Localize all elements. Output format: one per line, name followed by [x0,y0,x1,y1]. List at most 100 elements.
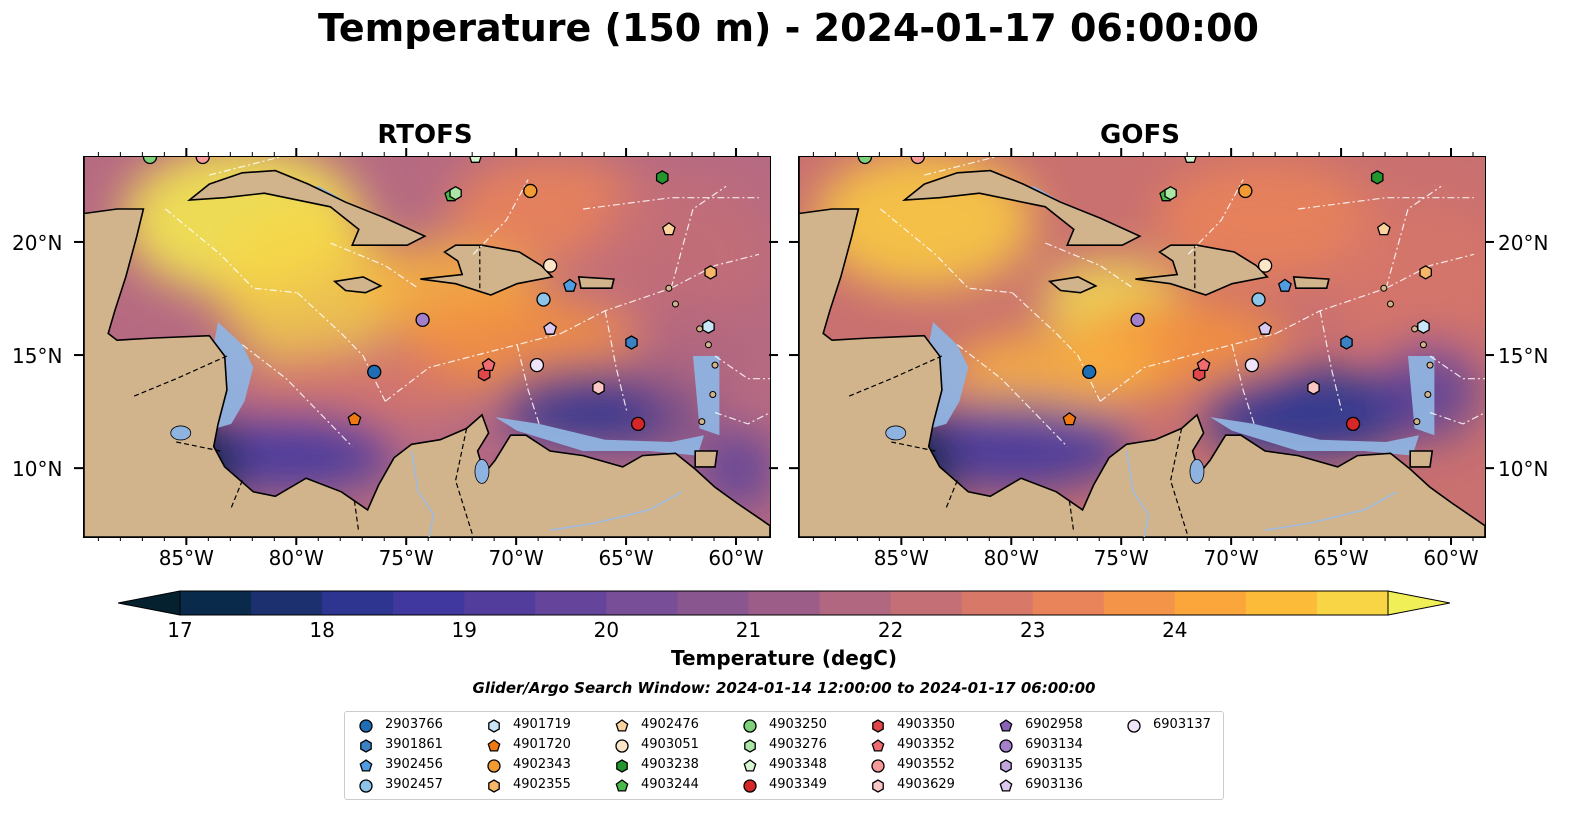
float-4903349[interactable] [1345,416,1361,432]
float-6903137[interactable] [529,357,545,373]
float-2903766[interactable] [1082,364,1097,380]
float-4903348[interactable] [1184,157,1197,163]
lat-label-right-10: 10°N [1498,457,1549,481]
float-2903766[interactable] [367,364,382,380]
float-4901719[interactable] [1417,319,1430,334]
legend-marker-4903276[interactable] [744,739,756,753]
float-4902355[interactable] [704,265,717,280]
panel-title-gofs: GOFS [1100,120,1180,150]
float-3902457[interactable] [536,292,551,307]
float-4903276[interactable] [1164,185,1177,201]
lon-label-rtofs-85°W: 85°W [158,546,214,570]
lat-label-left-15: 15°N [12,344,63,368]
legend-marker-hexagon-icon [616,759,628,773]
float-4902343[interactable] [523,183,538,199]
float-4902476[interactable] [1376,222,1391,236]
legend-marker-4903238[interactable] [616,759,628,773]
legend-marker-3902456[interactable] [359,759,373,772]
legend-marker-circle-icon [743,719,757,733]
legend-marker-circle-icon [1127,719,1141,733]
legend-label: 6903134 [1025,737,1083,752]
panel-title-rtofs: RTOFS [377,120,473,150]
float-6903134[interactable] [1130,312,1145,328]
legend-marker-6903137[interactable] [1127,719,1141,733]
legend-marker-6903134[interactable] [999,739,1013,753]
float-4903552[interactable] [195,157,210,165]
float-3901861[interactable] [625,335,638,350]
legend-marker-6903136[interactable] [999,779,1013,792]
float-4903250[interactable] [142,157,158,165]
legend-marker-4903629[interactable] [872,779,884,793]
float-3902457[interactable] [1251,292,1266,307]
legend-marker-4901719[interactable] [488,719,500,733]
float-4903051[interactable] [1257,258,1273,273]
float-4903352[interactable] [481,357,496,372]
float-4903051[interactable] [542,258,558,273]
legend-label: 4901720 [513,737,571,752]
float-6903137[interactable] [1244,357,1260,373]
legend-marker-4903552[interactable] [871,759,885,773]
lon-label-rtofs-75°W: 75°W [378,546,434,570]
land-puertorico [1292,276,1330,289]
legend-marker-4903244[interactable] [615,779,629,792]
float-4902343[interactable] [1238,183,1253,199]
legend-marker-4901720[interactable] [487,739,501,752]
legend-marker-3901861[interactable] [360,739,372,753]
float-4901719[interactable] [702,319,715,334]
lon-label-gofs-80°W: 80°W [983,546,1039,570]
legend-marker-6902958[interactable] [999,719,1013,732]
colorbar-tick-23: 23 [1019,618,1046,642]
legend-marker-4903349[interactable] [743,779,757,793]
colorbar-tick-19: 19 [451,618,477,642]
lat-label-left-20: 20°N [12,231,63,255]
float-4903238[interactable] [655,170,669,185]
map-panel-gofs[interactable] [798,156,1486,538]
map-panel-rtofs[interactable] [83,156,771,538]
float-4901720[interactable] [347,412,362,426]
float-4903349[interactable] [630,416,646,432]
legend-marker-4902355[interactable] [488,779,500,793]
legend-marker-4903250[interactable] [743,719,757,733]
float-legend: 2903766 3901861 3902456 3902457 4901719 49017… [344,711,1224,800]
lat-label-left-10: 10°N [12,457,63,481]
legend-marker-2903766[interactable] [359,719,373,733]
float-4903629[interactable] [592,380,605,395]
legend-marker-hexagon-icon [872,779,884,793]
land-mainland [84,157,770,537]
legend-marker-3902457[interactable] [359,779,373,793]
legend-marker-circle-icon [359,719,373,733]
legend-marker-4903348[interactable] [743,759,757,772]
float-4903552[interactable] [910,157,925,165]
legend-marker-6903135[interactable] [1000,759,1012,773]
float-4903629[interactable] [1307,380,1320,395]
float-4903352[interactable] [1196,357,1211,372]
float-4903348[interactable] [469,157,482,163]
legend-marker-circle-icon [743,779,757,793]
lon-label-rtofs-70°W: 70°W [488,546,544,570]
float-4903238[interactable] [1370,170,1384,185]
lon-label-rtofs-80°W: 80°W [268,546,324,570]
float-6903136[interactable] [1258,321,1273,335]
legend-marker-4903051[interactable] [615,739,629,753]
legend-label: 4903350 [897,717,955,732]
legend-marker-4903352[interactable] [871,739,885,752]
float-4902476[interactable] [661,222,676,236]
float-3902456[interactable] [1277,278,1292,292]
float-4903250[interactable] [857,157,873,165]
float-4902355[interactable] [1419,265,1432,280]
float-4903276[interactable] [449,185,462,201]
legend-marker-4902476[interactable] [615,719,629,732]
legend-marker-4902343[interactable] [487,759,501,773]
legend-label: 4903276 [769,737,827,752]
float-6903134[interactable] [415,312,430,328]
float-3902456[interactable] [562,278,577,292]
legend-label: 4902355 [513,777,571,792]
float-3901861[interactable] [1340,335,1353,350]
legend-label: 4903352 [897,737,955,752]
float-6903136[interactable] [543,321,558,335]
legend-label: 4903552 [897,757,955,772]
legend-label: 4903629 [897,777,955,792]
legend-marker-4903350[interactable] [872,719,884,733]
colorbar [118,590,1450,616]
float-4901720[interactable] [1062,412,1077,426]
